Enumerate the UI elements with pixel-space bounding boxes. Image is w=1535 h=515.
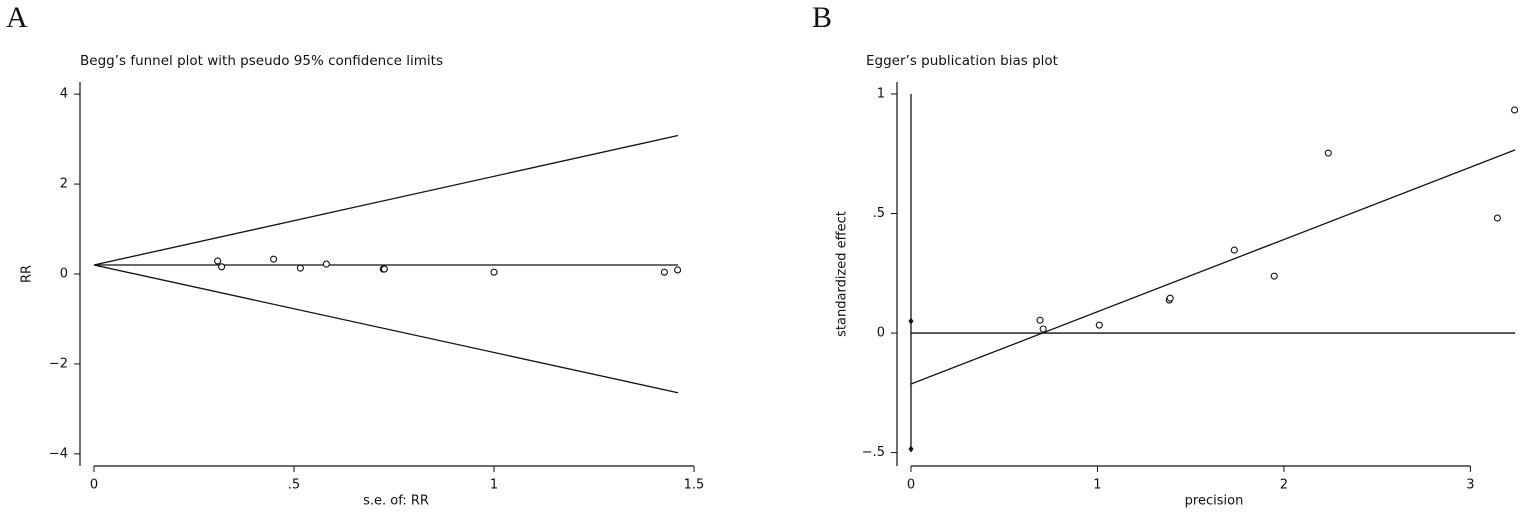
y-axis-label: RR <box>20 265 35 283</box>
y-tick-label: 2 <box>60 177 68 192</box>
data-point <box>490 268 498 276</box>
x-tick-label: .5 <box>288 478 300 493</box>
data-point <box>1230 246 1238 254</box>
fit-line <box>910 149 1516 385</box>
data-point <box>1036 316 1044 324</box>
y-tick-label: −4 <box>49 446 68 461</box>
y-tick-label: 0 <box>60 267 68 282</box>
x-axis-label: precision <box>1185 494 1244 509</box>
data-point <box>1511 106 1519 114</box>
x-tick-label: 3 <box>1466 478 1474 493</box>
data-point <box>674 266 682 274</box>
x-tick-label: 1.5 <box>684 478 705 493</box>
y-tick-label: −2 <box>49 356 68 371</box>
data-point <box>1166 294 1174 302</box>
data-point <box>1270 272 1278 280</box>
data-point <box>214 257 222 265</box>
y-tick-label: .5 <box>873 206 885 221</box>
panel-label: A <box>6 1 28 34</box>
y-tick-label: 1 <box>877 86 885 101</box>
ci-marker <box>908 317 914 325</box>
x-tick-label: 2 <box>1280 478 1288 493</box>
data-point <box>296 264 304 272</box>
fit-line <box>93 264 679 394</box>
x-tick-label: 0 <box>90 478 98 493</box>
y-tick-label: 0 <box>877 326 885 341</box>
y-axis-label: standardized effect <box>835 211 850 337</box>
chart-title: Begg’s funnel plot with pseudo 95% confi… <box>80 53 443 69</box>
x-tick-label: 0 <box>907 478 915 493</box>
data-point <box>1324 149 1332 157</box>
x-tick-label: 1 <box>490 478 498 493</box>
data-point <box>1095 321 1103 329</box>
fit-line <box>93 134 679 266</box>
data-point <box>1493 214 1501 222</box>
panel-label: B <box>812 1 832 34</box>
ci-marker <box>908 445 914 453</box>
data-point <box>270 255 278 263</box>
y-tick-label: 4 <box>60 87 68 102</box>
chart-title: Egger’s publication bias plot <box>866 53 1058 69</box>
data-point <box>660 268 668 276</box>
data-point <box>322 260 330 268</box>
x-tick-label: 1 <box>1093 478 1101 493</box>
data-point <box>380 265 388 273</box>
data-point <box>218 263 226 271</box>
x-axis-label: s.e. of: RR <box>363 494 429 509</box>
y-tick-label: −.5 <box>862 445 885 460</box>
data-point <box>1039 325 1047 333</box>
